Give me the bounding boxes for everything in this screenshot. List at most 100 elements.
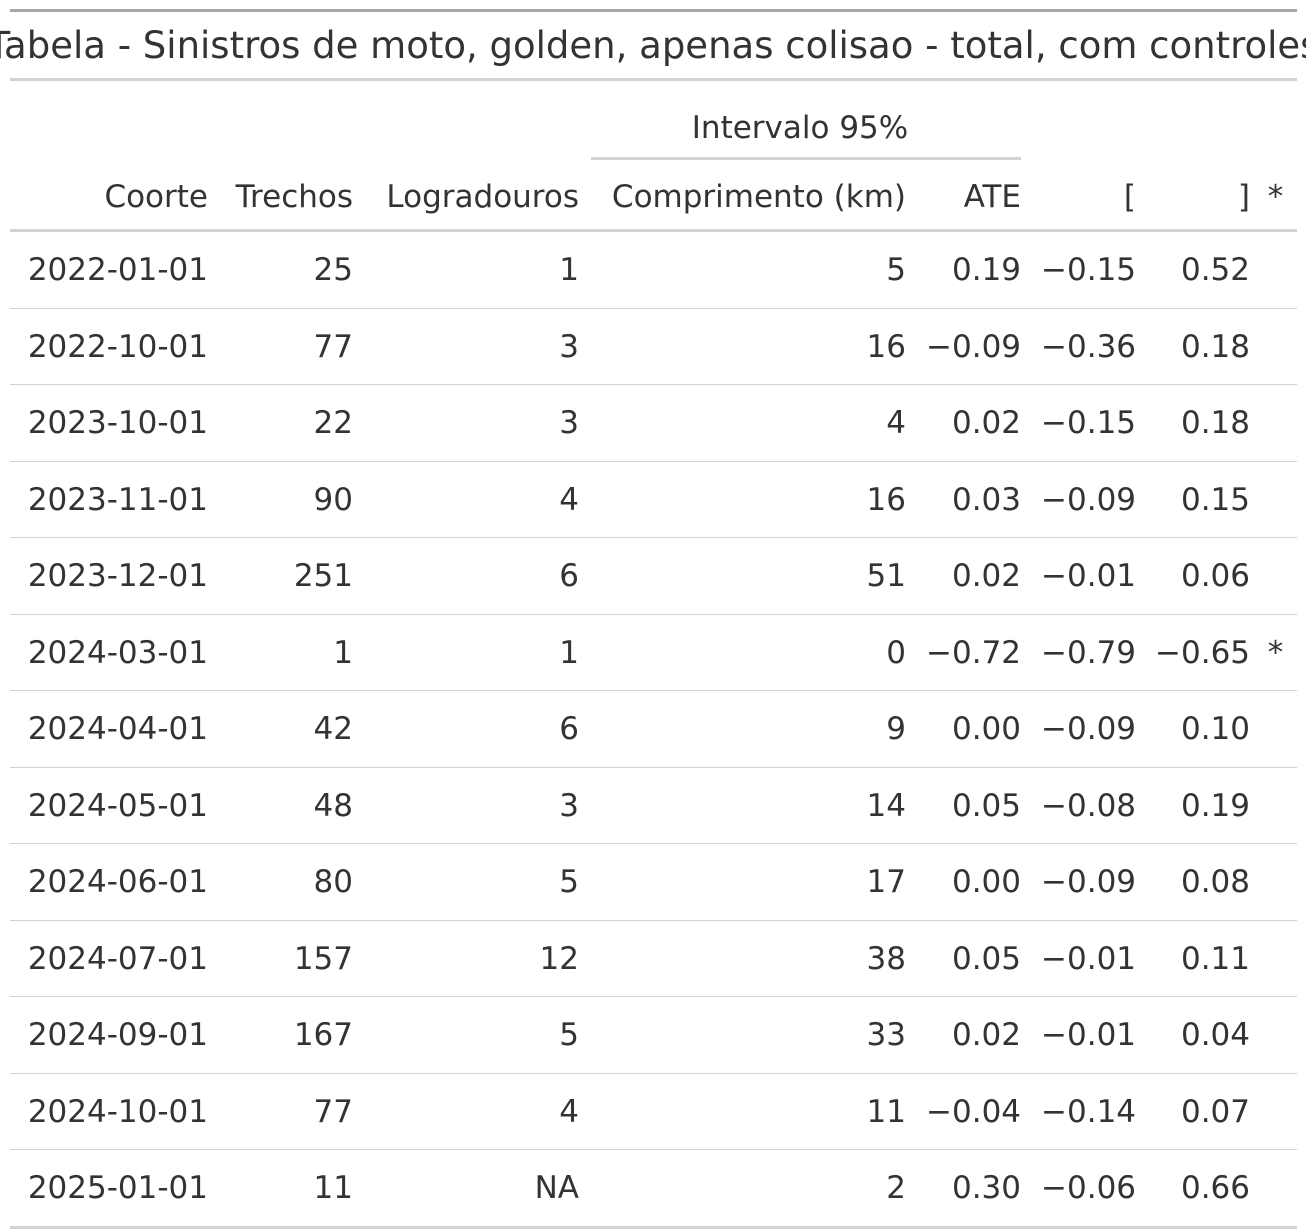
cell-upper: 0.06: [1136, 537, 1251, 614]
cell-ate: 0.19: [951, 252, 1022, 289]
results-table: Intervalo 95% Coorte Trechos Logradouros…: [10, 81, 1298, 1229]
cell-comprimento: 33: [579, 996, 906, 1073]
cell-ate: −0.72: [906, 613, 1022, 691]
table-row: 2023-10-01 22 3 4 0.02 −0.15 0.18: [10, 384, 1298, 461]
cell-lower: −0.15: [1021, 384, 1137, 461]
cell-comprimento: 5: [886, 252, 906, 289]
column-header-upper: ]: [1136, 160, 1251, 232]
cell-coorte: 2024-04-01: [10, 690, 208, 767]
cell-ate: 0.02: [906, 996, 1022, 1073]
cell-sig: [1250, 843, 1298, 920]
cell-logradouros: 1: [559, 252, 579, 289]
cell-sig: *: [1250, 613, 1298, 691]
cell-coorte: 2024-10-01: [10, 1072, 208, 1150]
cell-coorte: 2023-10-01: [10, 384, 208, 461]
table-row: 2024-09-01 167 5 33 0.02 −0.01 0.04: [10, 996, 1298, 1073]
cell-lower: −0.36: [1021, 307, 1137, 385]
cell-logradouros: NA: [353, 1149, 579, 1229]
table-row: 2024-05-01 48 3 14 0.05 −0.08 0.19: [10, 766, 1298, 844]
column-header-lower: [: [1021, 160, 1137, 232]
spanner-label: Intervalo 95%: [691, 110, 909, 146]
table-row: 2024-10-01 77 4 11 −0.04 −0.14 0.07: [10, 1072, 1298, 1150]
spanner-underline: [591, 157, 1022, 160]
cell-trechos: 251: [208, 537, 353, 614]
cell-coorte: 2022-10-01: [10, 307, 208, 385]
cell-sig: [1250, 537, 1298, 614]
cell-coorte: 2023-12-01: [10, 537, 208, 614]
cell-ate: 0.00: [906, 843, 1022, 920]
cell-ate: 0.02: [906, 384, 1022, 461]
cell-lower: −0.79: [1021, 613, 1137, 691]
cell-comprimento: 9: [579, 690, 906, 767]
table-row: 2022-01-01 25 1 5 0.19 −0.15 0.52: [10, 231, 1297, 309]
cell-comprimento: 16: [579, 460, 906, 538]
cell-upper: 0.19: [1136, 766, 1251, 844]
cell-trechos: 42: [208, 690, 353, 767]
cell-ate: 0.30: [906, 1149, 1022, 1229]
cell-logradouros: 1: [353, 613, 579, 691]
cell-sig: [1250, 919, 1298, 997]
cell-lower: −0.15: [1041, 252, 1137, 289]
cell-upper: 0.15: [1136, 460, 1251, 538]
table-row: 2022-10-01 77 3 16 −0.09 −0.36 0.18: [10, 307, 1298, 385]
table-row: 2024-03-01 1 1 0 −0.72 −0.79 −0.65 *: [10, 613, 1298, 691]
table-row: 2023-12-01 251 6 51 0.02 −0.01 0.06: [10, 537, 1298, 614]
cell-coorte: 2023-11-01: [10, 460, 208, 538]
cell-ate: 0.00: [906, 690, 1022, 767]
cell-coorte: 2024-07-01: [10, 919, 208, 997]
cell-trechos: 77: [208, 1072, 353, 1150]
spanner-header: Intervalo 95%: [579, 81, 1022, 160]
cell-ate: 0.03: [906, 460, 1022, 538]
column-header-comprimento: Comprimento (km): [579, 160, 906, 232]
cell-ate: −0.04: [906, 1072, 1022, 1150]
column-header-sig: *: [1250, 160, 1298, 232]
table-title: Tabela - Sinistros de moto, golden, apen…: [0, 9, 1306, 81]
cell-comprimento: 14: [579, 766, 906, 844]
cell-upper: 0.11: [1136, 919, 1251, 997]
table-container: Tabela - Sinistros de moto, golden, apen…: [0, 9, 1306, 1229]
cell-trechos: 90: [208, 460, 353, 538]
cell-sig: [1250, 996, 1298, 1073]
cell-sig: [1250, 460, 1298, 538]
cell-upper: −0.65: [1136, 613, 1251, 691]
cell-ate: 0.05: [906, 919, 1022, 997]
cell-trechos: 48: [208, 766, 353, 844]
cell-upper: 0.08: [1136, 843, 1251, 920]
table-row: 2024-06-01 80 5 17 0.00 −0.09 0.08: [10, 843, 1298, 920]
cell-trechos: 80: [208, 843, 353, 920]
cell-comprimento: 16: [579, 307, 906, 385]
cell-logradouros: 4: [353, 460, 579, 538]
cell-lower: −0.09: [1021, 690, 1137, 767]
column-header-logradouros: Logradouros: [353, 160, 579, 232]
cell-trechos: 167: [208, 996, 353, 1073]
table-row: 2024-07-01 157 12 38 0.05 −0.01 0.11: [10, 919, 1298, 997]
cell-comprimento: 17: [579, 843, 906, 920]
cell-sig: [1250, 384, 1298, 461]
table-row: 2023-11-01 90 4 16 0.03 −0.09 0.15: [10, 460, 1298, 538]
table-row: 2025-01-01 11 NA 2 0.30 −0.06 0.66: [10, 1149, 1298, 1229]
cell-upper: 0.66: [1136, 1149, 1251, 1229]
cell-sig: [1250, 766, 1298, 844]
cell-lower: −0.08: [1021, 766, 1137, 844]
cell-comprimento: 2: [579, 1149, 906, 1229]
cell-sig: [1250, 231, 1297, 309]
cell-lower: −0.01: [1021, 537, 1137, 614]
cell-coorte: 2022-01-01: [27, 252, 208, 289]
cell-upper: 0.18: [1136, 384, 1251, 461]
cell-sig: [1250, 1072, 1298, 1150]
cell-trechos: 1: [208, 613, 353, 691]
column-header-ate: ATE: [906, 160, 1022, 232]
table-body: 2022-01-01 25 1 5 0.19 −0.15 0.52 2022-10-01 77 3…: [10, 231, 1298, 1229]
cell-trechos: 22: [208, 384, 353, 461]
cell-coorte: 2024-03-01: [10, 613, 208, 691]
cell-comprimento: 38: [579, 919, 906, 997]
cell-logradouros: 5: [353, 996, 579, 1073]
cell-logradouros: 4: [353, 1072, 579, 1150]
cell-comprimento: 0: [579, 613, 906, 691]
cell-logradouros: 3: [353, 766, 579, 844]
cell-trechos: 11: [208, 1149, 353, 1229]
cell-upper: 0.52: [1180, 252, 1251, 289]
cell-upper: 0.07: [1136, 1072, 1251, 1150]
cell-lower: −0.06: [1021, 1149, 1137, 1229]
cell-ate: 0.05: [906, 766, 1022, 844]
